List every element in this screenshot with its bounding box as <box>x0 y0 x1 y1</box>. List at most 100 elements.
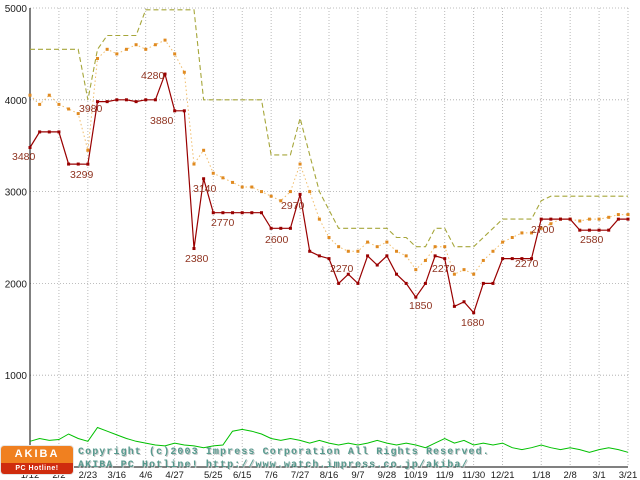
avg-price-marker <box>356 249 360 253</box>
avg-price-marker <box>346 249 350 253</box>
avg-price-marker <box>192 162 196 166</box>
avg-price-marker <box>597 217 601 221</box>
min-price-marker <box>539 217 543 221</box>
min-price-marker <box>298 192 302 196</box>
min-price-marker <box>47 130 51 134</box>
min-price-marker <box>76 162 80 166</box>
min-price-marker <box>231 211 235 215</box>
price-annotation: 1680 <box>461 317 485 329</box>
min-price-marker <box>211 211 215 215</box>
avg-price-marker <box>308 190 312 194</box>
avg-price-marker <box>578 219 582 223</box>
min-price-marker <box>356 281 360 285</box>
avg-price-marker <box>240 185 244 189</box>
min-price-marker <box>549 217 553 221</box>
avg-price-marker <box>616 213 620 217</box>
price-annotation: 4280 <box>141 70 165 82</box>
y-tick-label: 1000 <box>5 371 28 382</box>
x-tick-label: 2/8 <box>564 470 577 480</box>
avg-price-marker <box>337 245 341 249</box>
x-tick-label: 10/19 <box>404 470 428 480</box>
min-price-marker <box>404 281 408 285</box>
min-price-marker <box>414 295 418 299</box>
min-price-marker <box>279 226 283 230</box>
avg-price-marker <box>317 217 321 221</box>
avg-price-marker <box>269 194 273 198</box>
min-price-marker <box>38 130 42 134</box>
min-price-marker <box>385 254 389 258</box>
avg-price-marker <box>385 240 389 244</box>
avg-price-marker <box>452 272 456 276</box>
x-tick-label: 4/6 <box>139 470 152 480</box>
y-tick-label: 2000 <box>5 279 28 290</box>
x-tick-label: 7/6 <box>265 470 278 480</box>
min-price-marker <box>308 249 312 253</box>
price-annotations: 3480 3299 3980 4280 3880 2380 3140 2770 2600 2970… <box>12 70 604 329</box>
x-tick-label: 11/30 <box>462 470 485 480</box>
min-price-marker <box>115 98 119 102</box>
avg-price-marker <box>28 93 32 97</box>
min-price-marker <box>67 162 71 166</box>
price-annotation: 2270 <box>330 263 354 275</box>
avg-price-marker <box>501 240 505 244</box>
price-annotation: 2770 <box>211 217 235 229</box>
min-price-marker <box>558 217 562 221</box>
min-price-marker <box>250 211 254 215</box>
min-price-marker <box>626 217 630 221</box>
avg-price-marker <box>443 245 447 249</box>
avg-price-marker <box>462 268 466 272</box>
avg-price-marker <box>626 213 630 217</box>
min-price-marker <box>57 130 61 134</box>
min-price-marker <box>462 300 466 304</box>
avg-price-marker <box>250 185 254 189</box>
avg-price-marker <box>202 148 206 152</box>
min-price-marker <box>597 228 601 232</box>
min-price-marker <box>443 257 447 261</box>
avg-price-marker <box>57 102 61 106</box>
min-price-marker <box>530 257 534 261</box>
avg-price-marker <box>366 240 370 244</box>
min-price-marker <box>423 281 427 285</box>
min-price-marker <box>96 100 100 104</box>
avg-price-marker <box>76 112 80 116</box>
avg-price-marker <box>549 222 553 226</box>
min-price-marker <box>578 228 582 232</box>
price-annotation: 2970 <box>281 200 305 212</box>
avg-price-marker <box>539 226 543 230</box>
x-tick-label: 6/15 <box>233 470 252 480</box>
min-price-marker <box>221 211 225 215</box>
avg-price-marker <box>182 70 186 74</box>
avg-price-marker <box>481 258 485 262</box>
avg-price-marker <box>375 245 379 249</box>
avg-price-marker <box>587 217 591 221</box>
avg-price-marker <box>105 47 109 51</box>
min-price-marker <box>163 72 167 76</box>
akiba-logo-text: AKIBA <box>1 446 73 463</box>
avg-price-marker <box>607 215 611 219</box>
price-annotation: 3299 <box>70 169 94 181</box>
min-price-marker <box>520 257 524 261</box>
y-tick-label: 3000 <box>5 188 28 199</box>
avg-price-marker <box>115 52 119 56</box>
x-tick-label: 12/21 <box>491 470 515 480</box>
x-tick-label: 2/23 <box>79 470 98 480</box>
min-price-marker <box>269 226 273 230</box>
price-annotation: 3880 <box>150 115 174 127</box>
avg-price-marker <box>491 249 495 253</box>
min-price-marker <box>568 217 572 221</box>
avg-price-marker <box>288 190 292 194</box>
avg-price-marker <box>404 254 408 258</box>
x-tick-label: 11/9 <box>436 470 454 480</box>
price-annotation: 2580 <box>580 234 604 246</box>
min-price-marker <box>510 257 514 261</box>
avg-price-marker <box>67 107 71 111</box>
min-price-marker <box>182 109 186 113</box>
price-annotation: 2270 <box>515 258 539 270</box>
avg-price-marker <box>47 93 51 97</box>
min-price-marker <box>346 272 350 276</box>
min-price-marker <box>587 228 591 232</box>
chart-axes <box>29 8 628 468</box>
min-price-marker <box>124 98 128 102</box>
